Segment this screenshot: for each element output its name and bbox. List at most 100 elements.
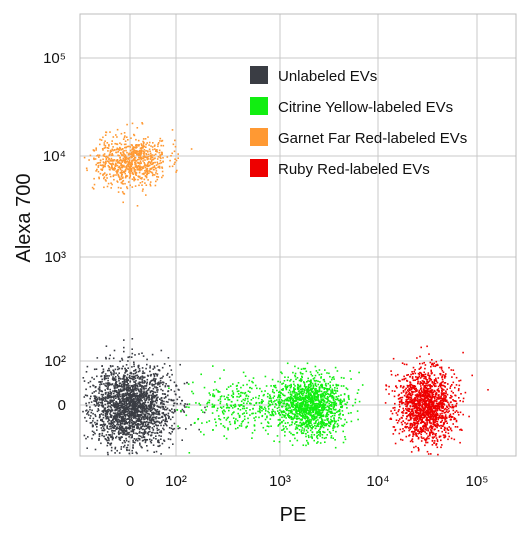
data-point: [126, 156, 128, 158]
data-point: [133, 421, 135, 423]
data-point: [143, 397, 145, 399]
data-point: [399, 406, 401, 408]
data-point: [296, 415, 298, 417]
data-point: [84, 396, 86, 398]
data-point: [312, 401, 314, 403]
data-point: [286, 389, 288, 391]
data-point: [313, 385, 315, 387]
data-point: [136, 393, 138, 395]
data-point: [88, 402, 90, 404]
data-point: [131, 391, 133, 393]
data-point: [133, 363, 135, 365]
data-point: [251, 437, 253, 439]
data-point: [343, 385, 345, 387]
data-point: [290, 407, 292, 409]
data-point: [118, 389, 120, 391]
data-point: [131, 416, 133, 418]
data-point: [138, 353, 140, 355]
data-point: [322, 393, 324, 395]
data-point: [357, 392, 359, 394]
data-point: [95, 416, 97, 418]
data-point: [157, 409, 159, 411]
data-point: [326, 372, 328, 374]
data-point: [147, 427, 149, 429]
data-point: [171, 408, 173, 410]
data-point: [101, 419, 103, 421]
data-point: [295, 405, 297, 407]
data-point: [105, 415, 107, 417]
data-point: [465, 392, 467, 394]
data-point: [123, 339, 125, 341]
data-point: [160, 138, 162, 140]
data-point: [124, 445, 126, 447]
data-point: [277, 408, 279, 410]
data-point: [157, 144, 159, 146]
data-point: [156, 389, 158, 391]
data-point: [114, 415, 116, 417]
data-point: [315, 428, 317, 430]
data-point: [161, 166, 163, 168]
data-point: [133, 432, 135, 434]
data-point: [281, 417, 283, 419]
data-point: [255, 416, 257, 418]
data-point: [127, 408, 129, 410]
data-point: [117, 155, 119, 157]
data-point: [109, 406, 111, 408]
data-point: [334, 426, 336, 428]
data-point: [272, 403, 274, 405]
data-point: [117, 416, 119, 418]
data-point: [116, 424, 118, 426]
data-point: [105, 131, 107, 133]
data-point: [458, 414, 460, 416]
data-point: [282, 406, 284, 408]
data-point: [337, 370, 339, 372]
data-point: [341, 406, 343, 408]
data-point: [120, 187, 122, 189]
data-point: [355, 402, 357, 404]
data-point: [144, 159, 146, 161]
data-point: [105, 180, 107, 182]
data-point: [159, 157, 161, 159]
data-point: [99, 155, 101, 157]
data-point: [141, 143, 143, 145]
data-point: [277, 435, 279, 437]
data-point: [149, 405, 151, 407]
data-point: [220, 396, 222, 398]
data-point: [455, 395, 457, 397]
data-point: [165, 419, 167, 421]
data-point: [240, 404, 242, 406]
data-point: [163, 425, 165, 427]
data-point: [153, 401, 155, 403]
data-point: [133, 399, 135, 401]
data-point: [189, 452, 191, 454]
data-point: [136, 405, 138, 407]
data-point: [244, 419, 246, 421]
data-point: [158, 142, 160, 144]
data-point: [310, 415, 312, 417]
data-point: [152, 393, 154, 395]
data-point: [177, 157, 179, 159]
data-point: [150, 185, 152, 187]
data-point: [117, 144, 119, 146]
data-point: [313, 407, 315, 409]
data-point: [245, 392, 247, 394]
data-point: [321, 422, 323, 424]
data-point: [141, 400, 143, 402]
data-point: [126, 426, 128, 428]
data-point: [142, 425, 144, 427]
data-point: [146, 382, 148, 384]
data-point: [256, 402, 258, 404]
data-point: [162, 384, 164, 386]
data-point: [132, 402, 134, 404]
data-point: [148, 154, 150, 156]
data-point: [315, 413, 317, 415]
data-point: [84, 417, 86, 419]
data-point: [150, 157, 152, 159]
data-point: [98, 177, 100, 179]
data-point: [220, 423, 222, 425]
data-point: [125, 393, 127, 395]
data-point: [100, 376, 102, 378]
data-point: [436, 427, 438, 429]
data-point: [143, 387, 145, 389]
data-point: [323, 379, 325, 381]
